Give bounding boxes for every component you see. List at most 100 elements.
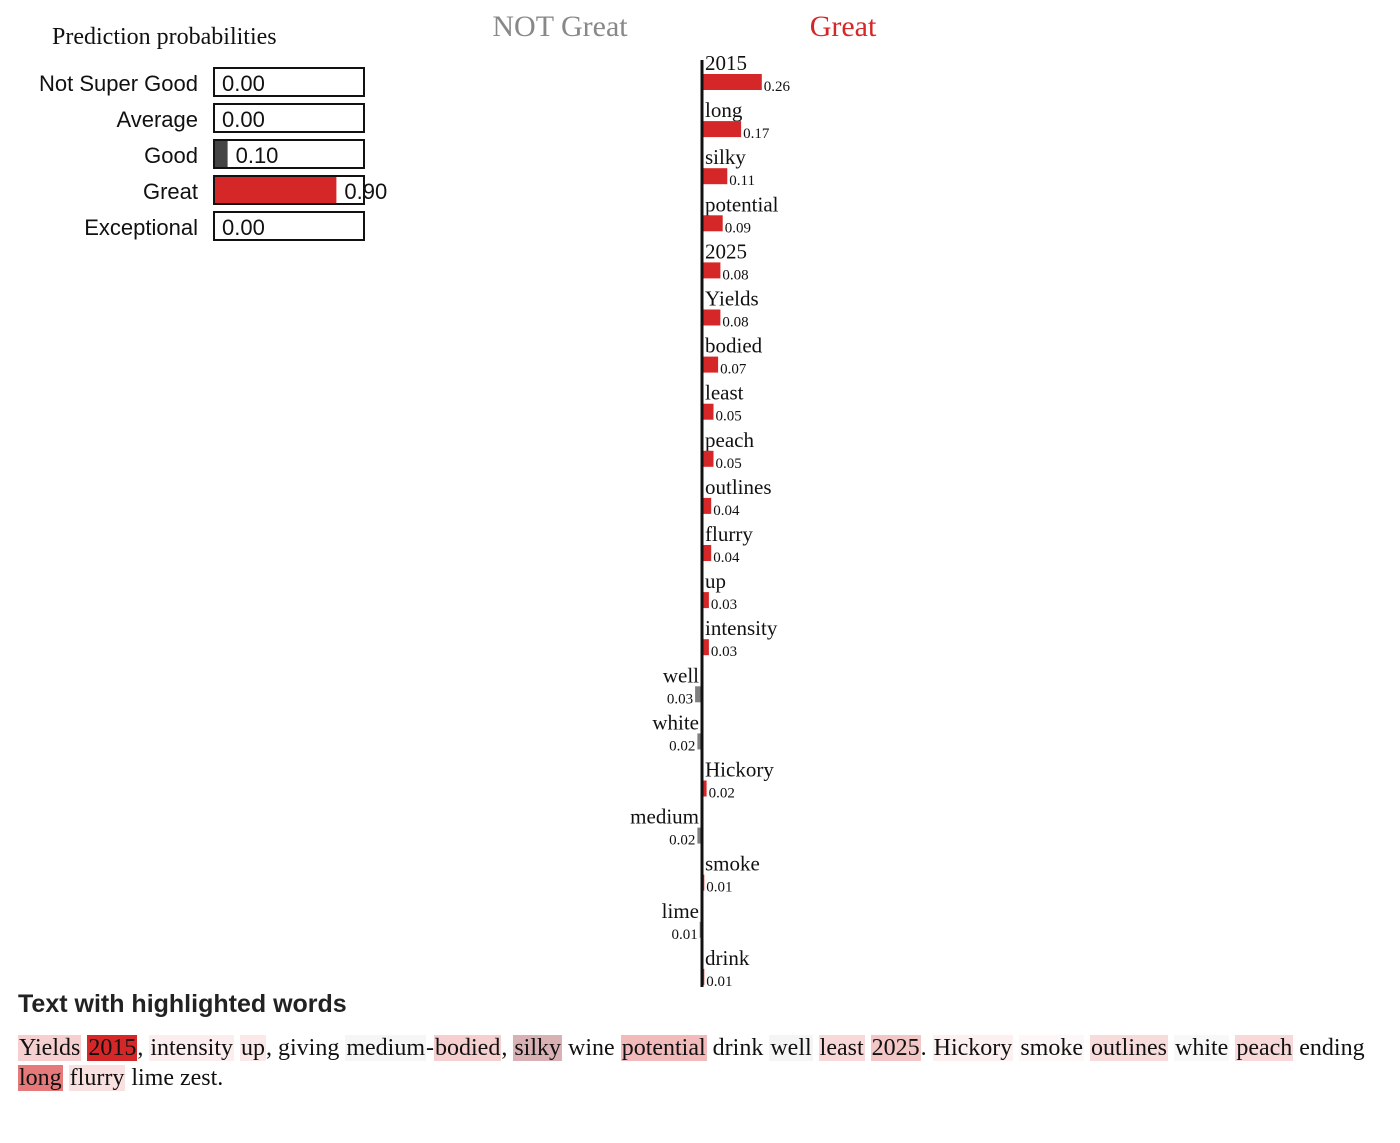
feature-weight-value: 0.26 xyxy=(764,79,791,95)
highlighted-word: Yields xyxy=(18,1035,82,1061)
feature-row: up 0.03 xyxy=(702,569,737,613)
prediction-row: Average 0.00 xyxy=(116,103,365,133)
feature-row: Hickory 0.02 xyxy=(702,758,774,802)
feature-weight-bar xyxy=(697,827,702,844)
feature-weight-value: 0.03 xyxy=(711,597,737,613)
feature-weight-value: 0.08 xyxy=(722,315,748,331)
plain-text: , giving xyxy=(266,1035,346,1061)
prediction-row: Not Super Good 0.00 xyxy=(39,67,365,97)
feature-weight-value: 0.02 xyxy=(669,738,695,754)
feature-word-label: medium xyxy=(630,805,699,829)
highlighted-word: intensity xyxy=(149,1035,235,1061)
feature-row: medium 0.02 xyxy=(630,805,702,849)
feature-word-label: smoke xyxy=(705,852,760,876)
prediction-class-label: Exceptional xyxy=(84,215,198,240)
feature-row: silky 0.11 xyxy=(702,145,755,189)
highlighted-word: outlines xyxy=(1089,1035,1168,1061)
prediction-bar-fill xyxy=(214,140,228,168)
feature-weight-value: 0.02 xyxy=(669,833,695,849)
plain-text: ending xyxy=(1293,1035,1365,1061)
prediction-bar-frame xyxy=(213,103,365,133)
feature-word-label: drink xyxy=(705,946,750,970)
highlighted-text-title: Text with highlighted words xyxy=(18,990,347,1018)
highlighted-word: 2025 xyxy=(870,1035,921,1061)
positive-class-label: Great xyxy=(810,10,877,43)
highlighted-text-body: Yields 2015, intensity up, giving medium… xyxy=(18,1033,1388,1093)
plain-text xyxy=(63,1065,69,1091)
feature-weight-value: 0.04 xyxy=(713,503,740,519)
plain-text: lime zest. xyxy=(125,1065,224,1091)
feature-weight-value: 0.17 xyxy=(743,126,770,142)
feature-weight-value: 0.03 xyxy=(667,691,693,707)
feature-weight-value: 0.07 xyxy=(720,362,747,378)
prediction-value-label: 0.00 xyxy=(222,215,265,240)
prediction-probabilities-panel: Prediction probabilities Not Super Good 0… xyxy=(39,24,387,241)
plain-text xyxy=(813,1035,819,1061)
highlighted-word: silky xyxy=(513,1035,563,1061)
prediction-class-label: Great xyxy=(143,179,198,204)
feature-row: white 0.02 xyxy=(652,710,702,754)
feature-word-label: well xyxy=(663,663,699,687)
feature-weight-value: 0.05 xyxy=(716,409,742,425)
feature-weight-value: 0.01 xyxy=(706,880,732,896)
feature-weight-value: 0.09 xyxy=(725,220,751,236)
highlighted-word: flurry xyxy=(68,1065,126,1091)
feature-word-label: intensity xyxy=(705,616,778,640)
feature-weight-bar xyxy=(702,592,709,609)
feature-weight-bar xyxy=(702,215,723,232)
plain-text: , xyxy=(501,1035,514,1061)
highlighted-word: peach xyxy=(1235,1035,1294,1061)
feature-word-label: potential xyxy=(705,192,779,216)
feature-weight-bar xyxy=(702,450,714,467)
negative-class-label: NOT Great xyxy=(492,10,628,43)
feature-word-label: long xyxy=(705,98,743,122)
prediction-bar-frame xyxy=(213,175,365,205)
plain-text: drink xyxy=(706,1035,770,1061)
feature-row: smoke 0.01 xyxy=(702,852,760,896)
feature-row: well 0.03 xyxy=(663,663,702,707)
feature-weight-bar xyxy=(702,780,707,797)
prediction-class-label: Average xyxy=(116,107,198,132)
feature-weight-bar xyxy=(702,74,762,90)
feature-weight-value: 0.02 xyxy=(709,786,735,802)
feature-row: drink 0.01 xyxy=(702,946,750,990)
prediction-bar-frame xyxy=(213,139,365,169)
highlighted-word: 2015 xyxy=(87,1035,138,1061)
feature-weight-bar xyxy=(702,639,709,656)
highlighted-word: well xyxy=(769,1035,813,1061)
feature-weight-bar xyxy=(702,545,712,561)
prediction-row: Exceptional 0.00 xyxy=(84,211,365,241)
plain-text: . xyxy=(920,1035,933,1061)
prediction-bar-frame xyxy=(213,67,365,97)
feature-weight-bar xyxy=(702,262,721,279)
highlighted-word: least xyxy=(818,1035,865,1061)
feature-word-label: flurry xyxy=(705,522,753,546)
feature-weight-value: 0.08 xyxy=(722,267,748,283)
plain-text xyxy=(865,1035,871,1061)
prediction-title: Prediction probabilities xyxy=(52,24,277,50)
plain-text: wine xyxy=(562,1035,621,1061)
plain-text: , xyxy=(137,1035,150,1061)
feature-weight-bar xyxy=(702,121,742,138)
feature-word-label: bodied xyxy=(705,334,763,358)
prediction-row: Great 0.90 xyxy=(143,175,387,205)
highlighted-word: Hickory xyxy=(932,1035,1014,1061)
feature-weight-value: 0.01 xyxy=(706,974,732,990)
prediction-value-label: 0.10 xyxy=(236,143,279,168)
feature-word-label: outlines xyxy=(705,475,772,499)
feature-word-label: peach xyxy=(705,428,754,452)
prediction-value-label: 0.00 xyxy=(222,107,265,132)
feature-weight-value: 0.01 xyxy=(671,927,697,943)
feature-word-label: Yields xyxy=(705,287,759,311)
feature-word-label: 2025 xyxy=(705,239,747,263)
feature-row: flurry 0.04 xyxy=(702,522,753,566)
prediction-row: Good 0.10 xyxy=(144,139,365,169)
prediction-bar-fill xyxy=(214,176,337,204)
feature-word-label: silky xyxy=(705,145,746,169)
feature-weight-value: 0.04 xyxy=(713,550,740,566)
feature-weight-bar xyxy=(697,733,702,750)
feature-weight-bar xyxy=(702,497,712,514)
feature-weight-value: 0.03 xyxy=(711,644,737,660)
